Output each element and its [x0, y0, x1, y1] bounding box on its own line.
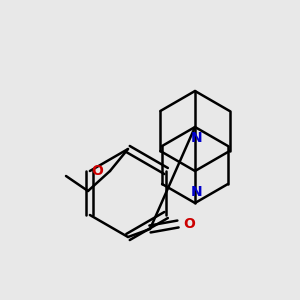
Text: N: N	[191, 131, 203, 145]
Text: O: O	[91, 164, 103, 178]
Text: N: N	[191, 185, 203, 199]
Text: O: O	[183, 217, 195, 231]
